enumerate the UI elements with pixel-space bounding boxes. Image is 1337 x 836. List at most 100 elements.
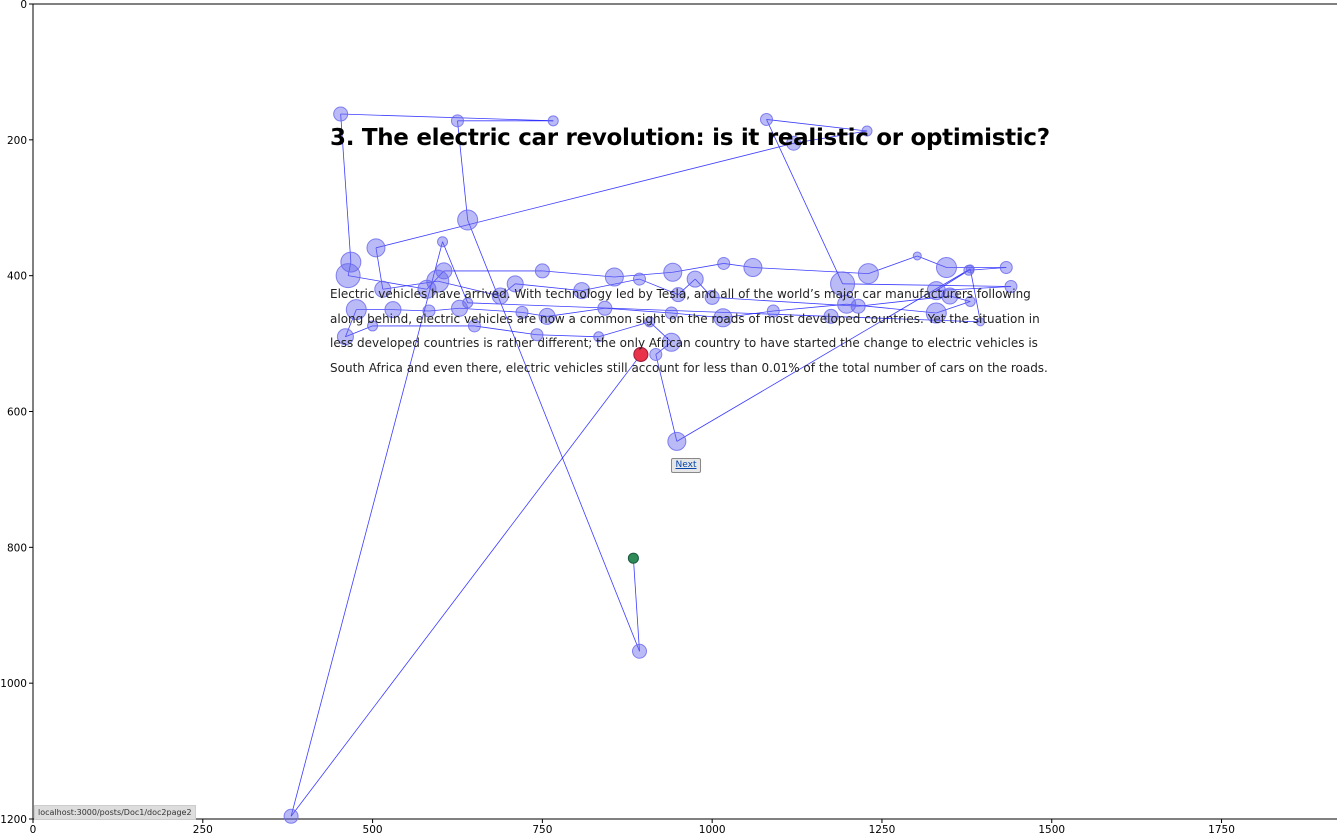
x-tick-label: 1250: [869, 824, 896, 836]
fixation-point: [935, 257, 957, 279]
scanpath-segment: [375, 247, 384, 290]
scanpath-segment: [467, 219, 640, 652]
y-tick-label: 800: [7, 542, 27, 554]
fixation-point: [975, 317, 985, 327]
fixation-point: [667, 431, 687, 451]
fixation-point: [333, 106, 349, 122]
fixation-point: [926, 281, 946, 301]
fixation-point: [941, 287, 959, 305]
fixation-point: [491, 287, 509, 305]
fixation-point: [547, 115, 559, 127]
x-tick-label: 1500: [1038, 824, 1065, 836]
fixation-point: [670, 287, 686, 303]
fixation-point: [760, 112, 773, 126]
x-tick-label: 1000: [699, 824, 726, 836]
scanpath-segment: [722, 310, 774, 319]
scanpath-segment: [793, 130, 868, 144]
fixation-point: [515, 305, 529, 319]
fixation-point: [506, 275, 524, 293]
fixation-point: [530, 328, 544, 342]
fixation-point: [538, 307, 556, 325]
scanpath-segment: [604, 307, 672, 314]
fixation-point: [717, 256, 731, 270]
fixation-point: [861, 125, 873, 137]
fixation-point: [786, 135, 802, 151]
scanpath-segment: [752, 267, 869, 275]
scanpath-segment: [521, 311, 548, 317]
fixation-point: [925, 302, 947, 324]
scanpath-segment: [655, 341, 672, 355]
y-tick-label: 0: [20, 0, 27, 11]
scanpath-segment: [917, 255, 947, 268]
scanpath-segment: [677, 278, 696, 295]
x-tick-label: 1750: [1208, 824, 1235, 836]
scanpath-segment: [459, 307, 523, 313]
x-tick-label: 250: [193, 824, 213, 836]
fixation-point: [467, 319, 481, 333]
fixation-point: [999, 261, 1013, 275]
scanpath-segment: [382, 280, 438, 290]
fixation-point: [384, 301, 402, 319]
fixation-point: [857, 263, 879, 285]
fixation-point: [462, 297, 474, 309]
scanpath-segment: [515, 283, 582, 292]
fixation-point: [837, 294, 857, 314]
scanpath-segment: [655, 354, 678, 442]
y-tick-label: 600: [7, 407, 27, 419]
scanpath-segment: [340, 113, 554, 122]
y-tick-label: 400: [7, 271, 27, 283]
fixation-point: [604, 267, 624, 287]
fixation-point: [345, 299, 367, 321]
scanpath-segment: [547, 307, 605, 317]
scanpath-segment: [949, 295, 971, 302]
fixation-point: [283, 808, 299, 824]
fixation-point: [632, 272, 646, 286]
fixation-point: [450, 114, 464, 128]
y-tick-label: 200: [7, 135, 27, 147]
scanpath-segment: [846, 303, 937, 314]
scanpath-segment: [426, 270, 445, 290]
scanpath-segment: [766, 119, 868, 132]
fixation-point: [704, 289, 720, 305]
scanpath-segment: [536, 334, 599, 338]
fixation-point: [593, 331, 605, 343]
fixation-point: [965, 264, 975, 274]
y-tick-label: 1000: [0, 678, 27, 690]
fixation-point: [713, 308, 733, 328]
scanpath-segment: [676, 268, 971, 442]
scanpath-segment: [694, 278, 713, 298]
scanpath-segment: [598, 321, 650, 338]
scanpath-segment: [467, 302, 832, 317]
scanpath-segment: [428, 307, 460, 312]
fixation-point: [850, 298, 866, 314]
y-tick-label: 1200: [0, 814, 27, 826]
scanpath-segment: [842, 283, 1012, 287]
fixation-point: [631, 643, 647, 659]
scanpath-lines: [290, 113, 1012, 817]
fixation-point: [649, 347, 663, 361]
scanpath-segment: [345, 309, 357, 337]
x-tick-label: 0: [30, 824, 37, 836]
fixation-point: [437, 236, 449, 248]
fixation-point: [912, 251, 922, 261]
fixation-point: [766, 304, 780, 318]
scanpath-segment: [712, 297, 859, 307]
fixation-point: [422, 304, 436, 318]
scanpath-segment: [542, 270, 615, 278]
x-tick-label: 500: [363, 824, 383, 836]
scanpath-segment: [457, 120, 469, 221]
next-button[interactable]: Next: [671, 458, 701, 473]
fixation-point: [743, 258, 763, 278]
scanpath-segment: [969, 268, 981, 322]
scanpath-end-point: [633, 346, 649, 362]
fixation-point: [573, 282, 591, 300]
fixation-point: [426, 269, 450, 293]
scanpath-segment: [936, 301, 971, 314]
scanpath-start-point: [627, 552, 639, 564]
fixation-point: [964, 295, 976, 307]
scanpath-segment: [375, 142, 794, 249]
fixation-point: [686, 270, 704, 288]
fixation-point: [664, 306, 678, 320]
scanpath-segment: [290, 354, 642, 817]
